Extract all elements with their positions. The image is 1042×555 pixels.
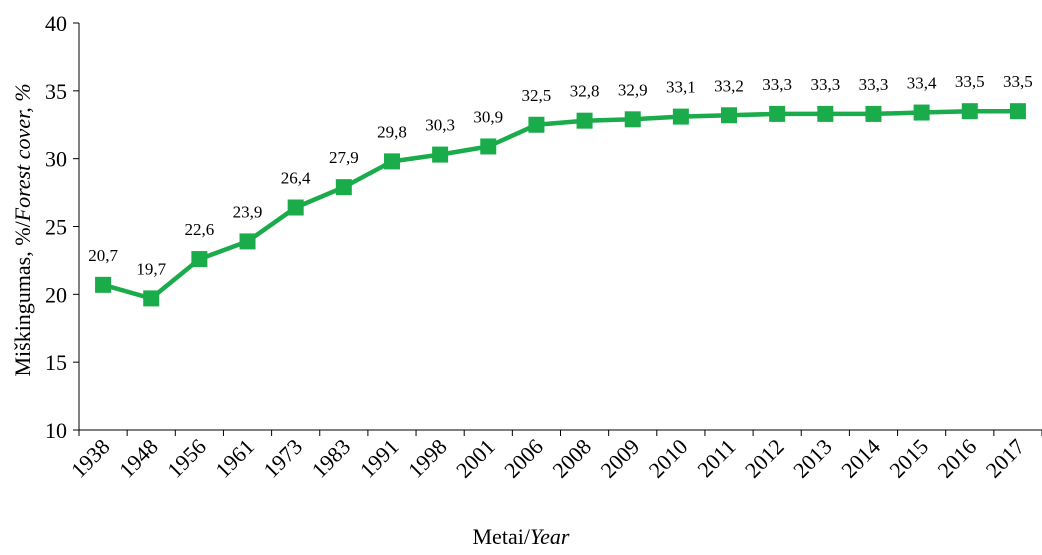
x-tick-label: 2014	[836, 434, 885, 483]
data-point-marker	[913, 104, 930, 121]
data-point-marker	[432, 146, 449, 163]
x-tick-label: 1983	[307, 434, 356, 483]
data-label: 33,3	[810, 75, 840, 94]
data-label: 26,4	[281, 169, 311, 188]
data-point-marker	[961, 103, 978, 120]
data-point-marker	[335, 179, 352, 196]
data-point-marker	[95, 276, 112, 293]
x-tick-label: 2013	[788, 434, 837, 483]
x-tick-label: 1948	[114, 434, 163, 483]
series-line	[102, 108, 1018, 301]
x-tick-label: 2016	[933, 434, 982, 483]
data-point-marker	[239, 233, 256, 250]
data-point-marker	[383, 153, 400, 170]
data-label: 33,3	[762, 75, 792, 94]
y-tick-label: 15	[45, 350, 67, 375]
data-label: 33,1	[666, 78, 696, 97]
x-tick-label: 1991	[355, 434, 404, 483]
data-point-marker	[287, 199, 304, 216]
data-point-marker	[865, 105, 882, 122]
data-label: 33,4	[907, 74, 937, 93]
x-tick-label: 2015	[884, 434, 933, 483]
data-labels: 20,7 19,7 22,6 23,9 26,4 27,9 29,8 30,3 30,9 32,5…	[88, 72, 1033, 278]
data-label: 20,7	[88, 246, 118, 265]
y-tick-label: 35	[45, 79, 67, 104]
data-label: 32,9	[618, 80, 648, 99]
data-label: 27,9	[329, 148, 359, 167]
y-axis-title: Miškingumas, %/Forest cover, %	[10, 83, 35, 376]
data-point-marker	[191, 251, 208, 268]
data-point-marker	[817, 105, 834, 122]
data-point-marker	[576, 112, 593, 129]
y-tick-label: 40	[45, 11, 67, 36]
x-tick-label: 2010	[644, 434, 693, 483]
x-tick-label: 2001	[451, 434, 500, 483]
x-tick-label: 1938	[66, 434, 115, 483]
data-point-marker	[769, 105, 786, 122]
data-point-marker	[624, 111, 641, 128]
data-point-marker	[143, 290, 160, 307]
data-label: 33,2	[714, 76, 744, 95]
data-label: 29,8	[377, 122, 407, 141]
series-forest-cover	[95, 103, 1026, 307]
data-point-marker	[528, 116, 545, 133]
x-tick-label: 1961	[210, 434, 259, 483]
data-label: 19,7	[136, 259, 166, 278]
y-tick-label: 20	[45, 282, 67, 307]
x-tick-label: 2012	[740, 434, 789, 483]
data-label: 22,6	[185, 220, 215, 239]
x-axis-title: Metai/Year	[473, 524, 570, 549]
y-tick-label: 30	[45, 147, 67, 172]
data-label: 33,5	[1003, 72, 1033, 91]
x-tick-label: 2006	[499, 434, 548, 483]
data-label: 32,8	[570, 82, 600, 101]
y-tick-label: 25	[45, 215, 67, 240]
y-tick-label: 10	[45, 418, 67, 443]
chart-axes	[73, 22, 1042, 436]
x-tick-labels: 1938 1948 1956 1961 1973 1983 1991 1998 2001 2006…	[66, 434, 1030, 483]
data-point-marker	[721, 107, 738, 124]
x-tick-label: 1998	[403, 434, 452, 483]
data-point-marker	[672, 108, 689, 125]
data-point-marker	[1009, 103, 1026, 120]
data-label: 30,3	[425, 116, 455, 135]
x-tick-label: 2017	[981, 434, 1030, 483]
data-label: 32,5	[522, 86, 552, 105]
data-label: 30,9	[473, 107, 503, 126]
data-point-marker	[480, 138, 497, 155]
data-label: 33,3	[859, 75, 889, 94]
x-tick-label: 1956	[162, 434, 211, 483]
y-tick-labels: 10 15 20 25 30 35 40	[45, 11, 67, 443]
x-tick-label: 1973	[258, 434, 307, 483]
data-label: 23,9	[233, 202, 263, 221]
x-tick-label: 2011	[692, 434, 740, 482]
x-tick-label: 2009	[595, 434, 644, 483]
x-tick-label: 2008	[547, 434, 596, 483]
data-label: 33,5	[955, 72, 985, 91]
